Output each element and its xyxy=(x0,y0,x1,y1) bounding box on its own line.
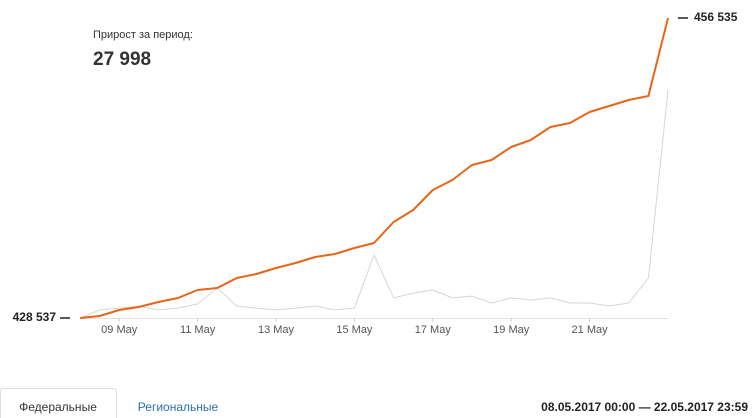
tab[interactable]: Региональные xyxy=(138,400,219,414)
summary-value: 27 998 xyxy=(93,49,151,70)
x-tick-label: 15 May xyxy=(336,324,373,336)
total-line xyxy=(79,17,669,319)
y-tick-label: 428 537 xyxy=(13,310,57,324)
y-tick-label: 456 535 xyxy=(694,10,738,24)
x-tick-label: 21 May xyxy=(572,324,609,336)
summary-label: Прирост за период: xyxy=(93,29,193,41)
tab[interactable]: Федеральные xyxy=(19,400,97,414)
x-tick-label: 19 May xyxy=(493,324,530,336)
period: 08.05.2017 00:00 — 22.05.2017 23:59 xyxy=(541,400,748,414)
increment-line xyxy=(79,89,669,319)
x-tick-label: 13 May xyxy=(258,324,295,336)
x-tick-label: 11 May xyxy=(180,324,216,336)
x-tick-label: 17 May xyxy=(415,324,452,336)
x-tick-label: 09 May xyxy=(101,324,138,336)
tab-active[interactable] xyxy=(0,388,117,418)
